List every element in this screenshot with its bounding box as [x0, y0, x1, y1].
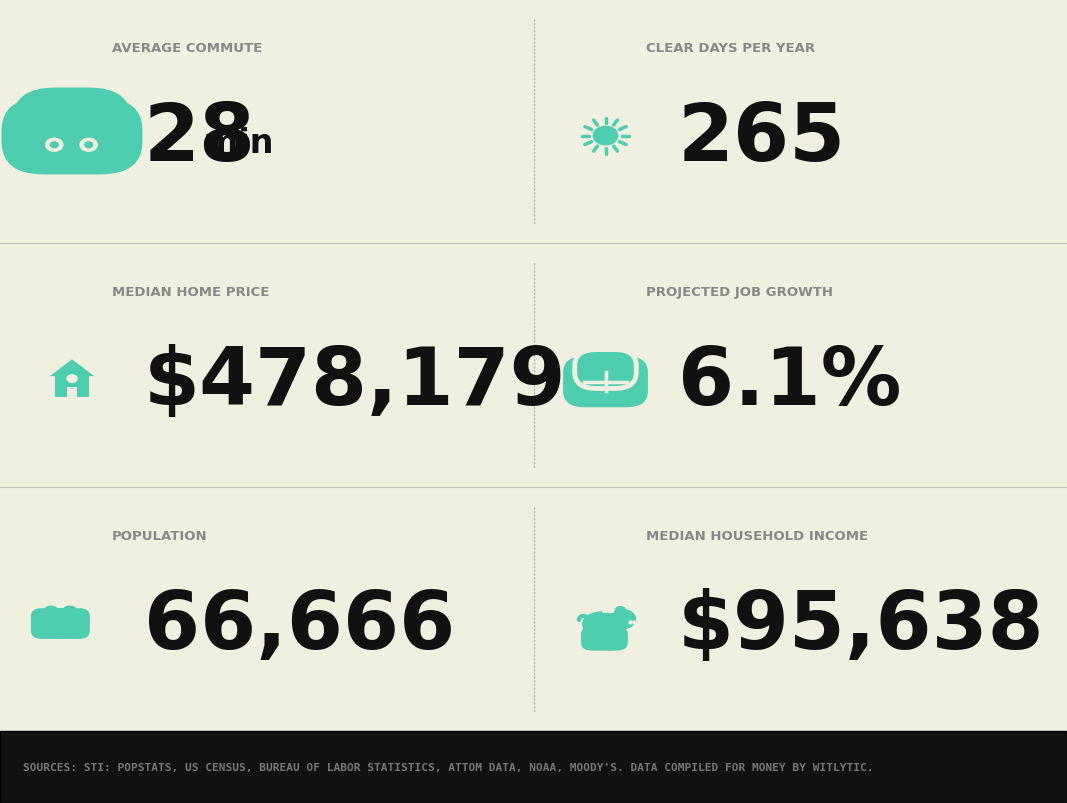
FancyBboxPatch shape [55, 377, 89, 397]
Text: min: min [192, 127, 273, 160]
Circle shape [610, 609, 636, 629]
Text: AVERAGE COMMUTE: AVERAGE COMMUTE [112, 43, 262, 55]
FancyBboxPatch shape [0, 731, 1067, 803]
FancyBboxPatch shape [601, 626, 627, 650]
Circle shape [67, 375, 77, 383]
Text: CLEAR DAYS PER YEAR: CLEAR DAYS PER YEAR [646, 43, 815, 55]
Text: MEDIAN HOME PRICE: MEDIAN HOME PRICE [112, 286, 269, 299]
Text: $95,638: $95,638 [678, 587, 1045, 665]
Text: 28: 28 [144, 100, 256, 177]
Text: SOURCES: STI: POPSTATS, US CENSUS, BUREAU OF LABOR STATISTICS, ATTOM DATA, NOAA,: SOURCES: STI: POPSTATS, US CENSUS, BUREA… [23, 762, 874, 772]
Text: MEDIAN HOUSEHOLD INCOME: MEDIAN HOUSEHOLD INCOME [646, 529, 867, 542]
Circle shape [84, 143, 93, 149]
Ellipse shape [627, 620, 637, 624]
Text: 265: 265 [678, 100, 846, 177]
Circle shape [50, 143, 58, 149]
Circle shape [44, 606, 58, 618]
Text: PROJECTED JOB GROWTH: PROJECTED JOB GROWTH [646, 286, 832, 299]
FancyBboxPatch shape [563, 357, 648, 408]
Text: $478,179: $478,179 [144, 344, 567, 422]
FancyBboxPatch shape [13, 88, 131, 163]
Circle shape [46, 139, 63, 152]
Text: POPULATION: POPULATION [112, 529, 208, 542]
FancyBboxPatch shape [50, 609, 90, 639]
Text: 66,666: 66,666 [144, 587, 456, 665]
Polygon shape [50, 360, 94, 377]
Text: 6.1%: 6.1% [678, 344, 901, 422]
Ellipse shape [582, 611, 623, 638]
Circle shape [593, 127, 618, 145]
FancyBboxPatch shape [575, 350, 636, 389]
Circle shape [616, 607, 625, 614]
Circle shape [63, 606, 77, 618]
FancyBboxPatch shape [580, 626, 608, 650]
FancyBboxPatch shape [591, 626, 619, 650]
FancyBboxPatch shape [67, 387, 77, 397]
FancyBboxPatch shape [31, 609, 71, 639]
FancyBboxPatch shape [2, 99, 143, 175]
Circle shape [80, 139, 97, 152]
